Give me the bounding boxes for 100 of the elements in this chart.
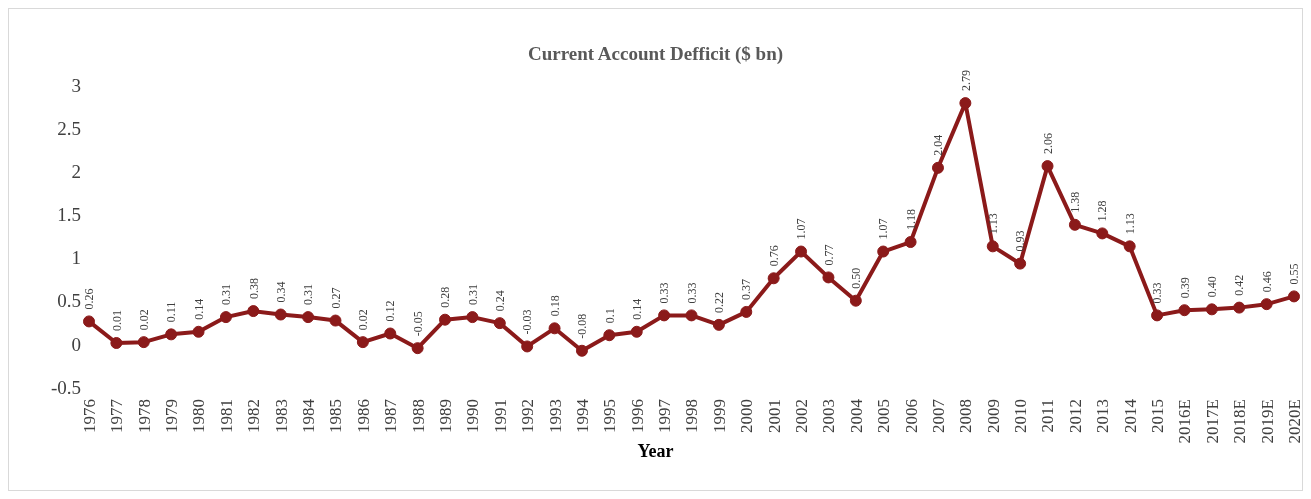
x-tick-label: 1992 (518, 399, 538, 433)
x-tick-label: 1998 (682, 399, 702, 433)
data-label: 0.31 (465, 284, 480, 306)
data-label: -0.08 (575, 313, 590, 339)
data-label: -0.05 (410, 311, 425, 337)
x-axis-title: Year (637, 441, 674, 461)
point (411, 342, 424, 355)
point (439, 313, 452, 326)
data-label: 0.31 (301, 284, 316, 306)
point (1014, 257, 1027, 270)
x-tick-label: 1978 (134, 399, 154, 433)
x-tick-label: 1987 (381, 398, 401, 433)
data-label: 1.13 (985, 213, 1000, 235)
point (165, 328, 178, 341)
x-tick-label: 1995 (600, 399, 620, 433)
point (1288, 290, 1300, 303)
point (302, 311, 315, 324)
x-tick-label: 1985 (326, 399, 346, 433)
y-tick-label: 0.5 (57, 290, 81, 312)
x-tick-label: 1984 (299, 398, 319, 433)
data-label: 0.27 (328, 287, 343, 309)
point (1233, 301, 1246, 314)
data-label: 2.79 (958, 70, 973, 92)
data-label: 1.07 (876, 218, 891, 240)
x-tick-label: 2004 (846, 398, 866, 433)
data-label: 1.13 (1122, 213, 1137, 235)
y-tick-label: 3 (71, 74, 81, 96)
x-tick-label: 2017E (1202, 399, 1222, 444)
point (83, 315, 95, 328)
data-label: 1.07 (794, 218, 809, 240)
data-label: 0.38 (246, 278, 261, 300)
x-tick-label: 2018E (1230, 399, 1250, 444)
data-label: 0.12 (383, 300, 398, 322)
point (384, 327, 397, 340)
point (1068, 218, 1081, 231)
point (1178, 304, 1191, 317)
point (986, 240, 999, 253)
data-label: 0.33 (1150, 282, 1165, 304)
data-label: 0.77 (821, 244, 836, 266)
x-tick-label: 1990 (463, 399, 483, 433)
x-tick-label: 2001 (764, 399, 784, 433)
point (192, 325, 205, 338)
point (795, 245, 808, 258)
data-label: 0.37 (739, 278, 754, 300)
point (329, 314, 342, 327)
x-tick-label: 1981 (216, 399, 236, 433)
x-tick-label: 2014 (1120, 398, 1140, 433)
point (740, 305, 753, 318)
data-label: 0.40 (1205, 276, 1220, 298)
x-tick-label: 1977 (107, 398, 127, 433)
x-tick-label: 2016E (1175, 399, 1195, 444)
x-tick-label: 2003 (819, 399, 839, 433)
point (603, 329, 616, 342)
x-tick-label: 1996 (627, 399, 647, 433)
point (931, 161, 944, 174)
data-label: 1.18 (903, 209, 918, 231)
x-tick-label: 2002 (792, 399, 811, 433)
y-tick-label: 2.5 (57, 117, 81, 139)
point (767, 272, 780, 285)
point (1123, 240, 1136, 253)
point (521, 340, 534, 353)
x-tick-label: 1988 (408, 399, 428, 433)
point (548, 322, 561, 335)
data-label: 0.01 (109, 309, 124, 331)
data-label: 0.31 (219, 284, 234, 306)
data-label: 0.22 (712, 291, 727, 313)
point (219, 311, 232, 324)
data-label: -0.03 (520, 309, 535, 335)
y-tick-label: -0.5 (50, 376, 81, 398)
data-label: 0.34 (273, 281, 288, 303)
y-tick-label: 1.5 (57, 204, 81, 226)
x-tick-label: 2019E (1257, 399, 1277, 444)
x-tick-label: 1999 (709, 399, 729, 433)
data-label: 0.11 (164, 301, 179, 323)
x-tick-label: 2010 (1011, 399, 1031, 433)
point (493, 317, 506, 330)
x-tick-label: 1980 (189, 399, 209, 433)
point (1260, 298, 1273, 311)
point (712, 318, 725, 331)
data-label: 0.76 (766, 245, 781, 267)
point (247, 305, 260, 318)
data-label: 0.50 (849, 267, 864, 289)
x-tick-label: 2011 (1038, 399, 1058, 433)
point (822, 271, 835, 284)
data-label: 2.06 (1040, 133, 1055, 155)
point (137, 336, 150, 349)
point (849, 294, 862, 307)
x-tick-label: 2000 (737, 399, 757, 433)
point (466, 311, 479, 324)
x-tick-label: 1976 (79, 399, 99, 433)
point (1205, 303, 1218, 316)
point (658, 309, 671, 322)
data-label: 0.24 (493, 290, 507, 312)
point (1096, 227, 1109, 240)
data-label: 0.42 (1232, 274, 1247, 296)
point (575, 344, 588, 357)
point (1151, 309, 1164, 322)
point (877, 245, 890, 258)
x-tick-label: 2013 (1093, 399, 1113, 433)
data-label: 0.02 (136, 309, 151, 331)
